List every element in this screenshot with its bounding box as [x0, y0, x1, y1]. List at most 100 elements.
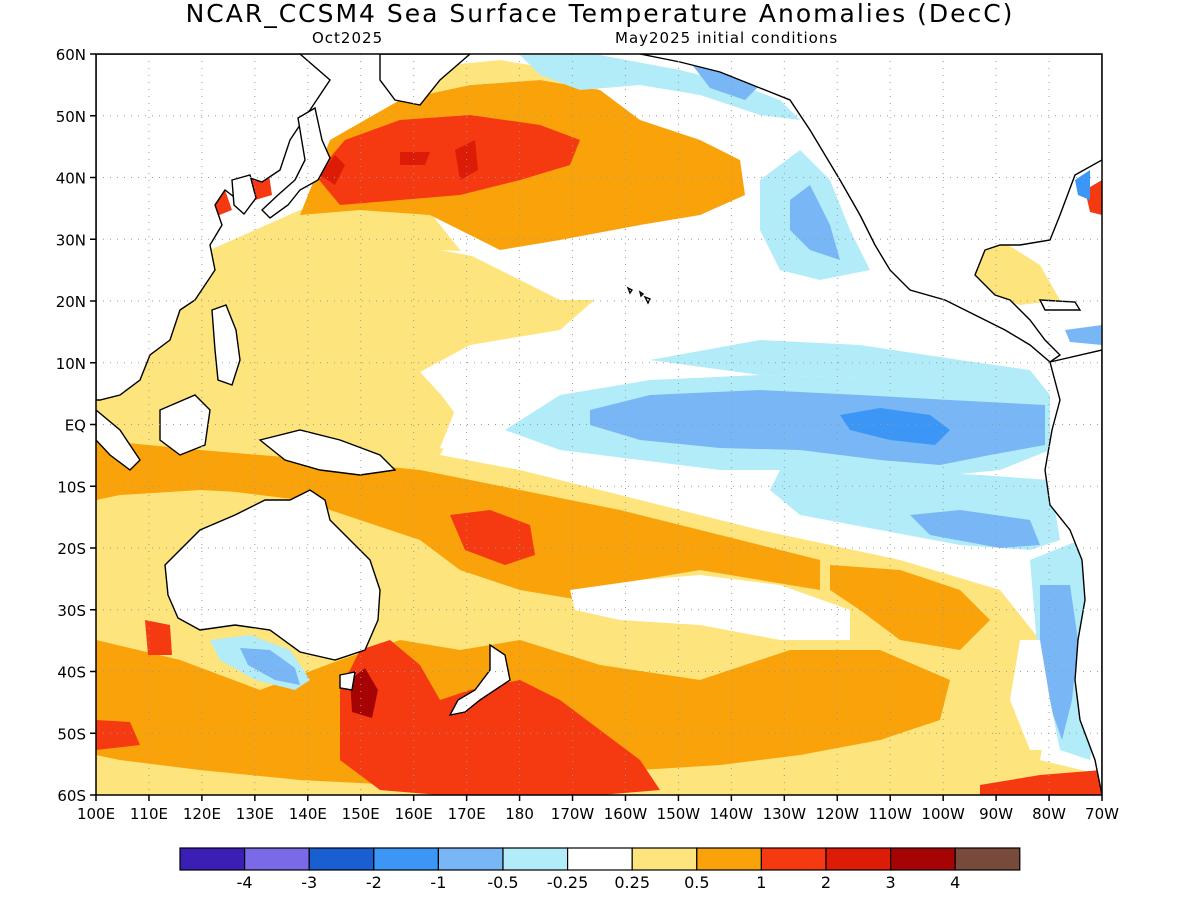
lat-tick-label: 10S: [57, 478, 86, 496]
land-asia: [96, 54, 331, 401]
colorbar-label: 3: [886, 873, 896, 892]
colorbar-swatch: [760, 847, 827, 871]
land-kamchatka: [379, 54, 472, 106]
region-kuroshio-core: [320, 140, 478, 185]
region-tasman-hot: [340, 640, 660, 795]
region-west-south-hot: [96, 620, 172, 750]
lat-tick-label: 50N: [56, 108, 86, 126]
lon-tick-label: 110E: [130, 805, 168, 823]
lon-tick-label: 130W: [763, 805, 807, 823]
lat-tick-label: 20S: [57, 540, 86, 558]
land-sumatra: [96, 409, 141, 471]
lon-tick-label: 80W: [1032, 805, 1066, 823]
region-spcz-hot: [450, 510, 535, 565]
lat-tick-label: 10N: [56, 355, 86, 373]
region-equatorial-cold: [590, 390, 1045, 465]
lon-tick-label: 140E: [289, 805, 327, 823]
region-australia-south-cold: [240, 648, 300, 685]
region-kuroshio-hot: [315, 115, 580, 205]
land-new-guinea: [258, 429, 397, 476]
colorbar-swatch: [308, 847, 375, 871]
colorbar-label: 1: [756, 873, 766, 892]
colorbar-swatch: [244, 847, 310, 871]
colorbar-swatch: [502, 847, 569, 871]
colorbar-label: 4: [950, 873, 960, 892]
lon-tick-label: 160W: [604, 805, 648, 823]
land-new-zealand: [448, 643, 511, 716]
lon-tick-label: 170W: [551, 805, 595, 823]
colorbar-label: -4: [237, 873, 253, 892]
lat-tick-label: EQ: [65, 417, 86, 435]
lon-tick-label: 120E: [183, 805, 221, 823]
lon-axis: 100E 110E 120E 130E 140E 150E 160E 170E 180 170W 1…: [77, 795, 1119, 823]
lat-tick-label: 50S: [57, 725, 86, 743]
lat-tick-label: 30S: [57, 602, 86, 620]
lon-tick-label: 170E: [448, 805, 486, 823]
region-southeast-cold: [910, 510, 1040, 548]
region-chile-neutral: [1010, 640, 1060, 750]
lat-tick-label: 60S: [57, 787, 86, 805]
region-alaska-cool: [520, 55, 800, 120]
land-tasmania: [339, 671, 356, 691]
lat-tick-label: 30N: [56, 231, 86, 249]
lat-tick-label: 60N: [56, 46, 86, 64]
region-southeast-subtrop-warm: [830, 565, 990, 650]
colorbar-label: -3: [301, 873, 317, 892]
colorbar-swatch: [825, 847, 892, 871]
lon-tick-label: 180: [505, 805, 534, 823]
colorbar-label: -0.5: [487, 873, 518, 892]
colorbar-label: 0.5: [684, 873, 709, 892]
region-southern-ocean-fringe: [96, 560, 165, 640]
colorbar-swatch: [889, 847, 956, 871]
land-borneo: [159, 394, 211, 456]
region-gulf-stream-cold: [1075, 170, 1090, 200]
lon-tick-label: 100E: [77, 805, 115, 823]
lon-tick-label: 130E: [236, 805, 274, 823]
colorbar-swatch: [954, 847, 1021, 871]
land-outlines: [96, 54, 1102, 795]
region-equatorial-cool-north: [650, 340, 1050, 395]
colorbar-swatch: [631, 847, 698, 871]
region-indonesia-warm: [96, 445, 400, 500]
region-equatorial-colder: [840, 408, 950, 445]
region-california-cold: [790, 185, 840, 260]
region-south-subtrop-neutral: [570, 575, 850, 640]
lon-tick-label: 90W: [979, 805, 1013, 823]
lat-axis: 60N 50N 40N 30N 20N 10N EQ 10S 20S 30S 40S 50S 60S: [56, 46, 96, 805]
colorbar-swatch: [179, 847, 246, 871]
colorbar-swatch: [566, 847, 633, 871]
region-drake-warm: [980, 770, 1102, 795]
lat-tick-label: 20N: [56, 293, 86, 311]
colorbar-label: -0.25: [547, 873, 588, 892]
colorbar-label: 0.25: [614, 873, 650, 892]
land-philippines: [211, 304, 241, 386]
colorbar-swatch: [437, 847, 504, 871]
lon-tick-label: 150E: [342, 805, 380, 823]
lon-tick-label: 100W: [921, 805, 965, 823]
lon-tick-label: 110W: [868, 805, 912, 823]
lon-tick-label: 150W: [657, 805, 701, 823]
lon-tick-label: 70W: [1085, 805, 1119, 823]
land-caribbean: [1038, 299, 1082, 311]
colorbar-label: 2: [821, 873, 831, 892]
colorbar-label: -1: [430, 873, 446, 892]
region-caribbean-cool: [1065, 325, 1102, 345]
valid-month-label: Oct2025: [312, 29, 384, 47]
map-title: NCAR_CCSM4 Sea Surface Temperature Anoma…: [185, 0, 1015, 28]
land-australia: [164, 489, 381, 661]
colorbar: -4 -3 -2 -1 -0.5 -0.25 0.25 0.5 1 2 3 4: [179, 847, 1021, 892]
colorbar-label: -2: [366, 873, 382, 892]
lon-tick-label: 140W: [710, 805, 754, 823]
lat-tick-label: 40S: [57, 664, 86, 682]
lat-tick-label: 40N: [56, 170, 86, 188]
land-korea: [231, 174, 257, 216]
lon-tick-label: 160E: [395, 805, 433, 823]
colorbar-swatch: [696, 847, 762, 871]
region-tasman-core: [350, 668, 378, 718]
land-japan: [260, 106, 331, 219]
colorbar-swatch: [373, 847, 439, 871]
lon-tick-label: 120W: [816, 805, 860, 823]
region-alaska-cold: [690, 62, 760, 100]
land-south-america: [1044, 349, 1102, 795]
